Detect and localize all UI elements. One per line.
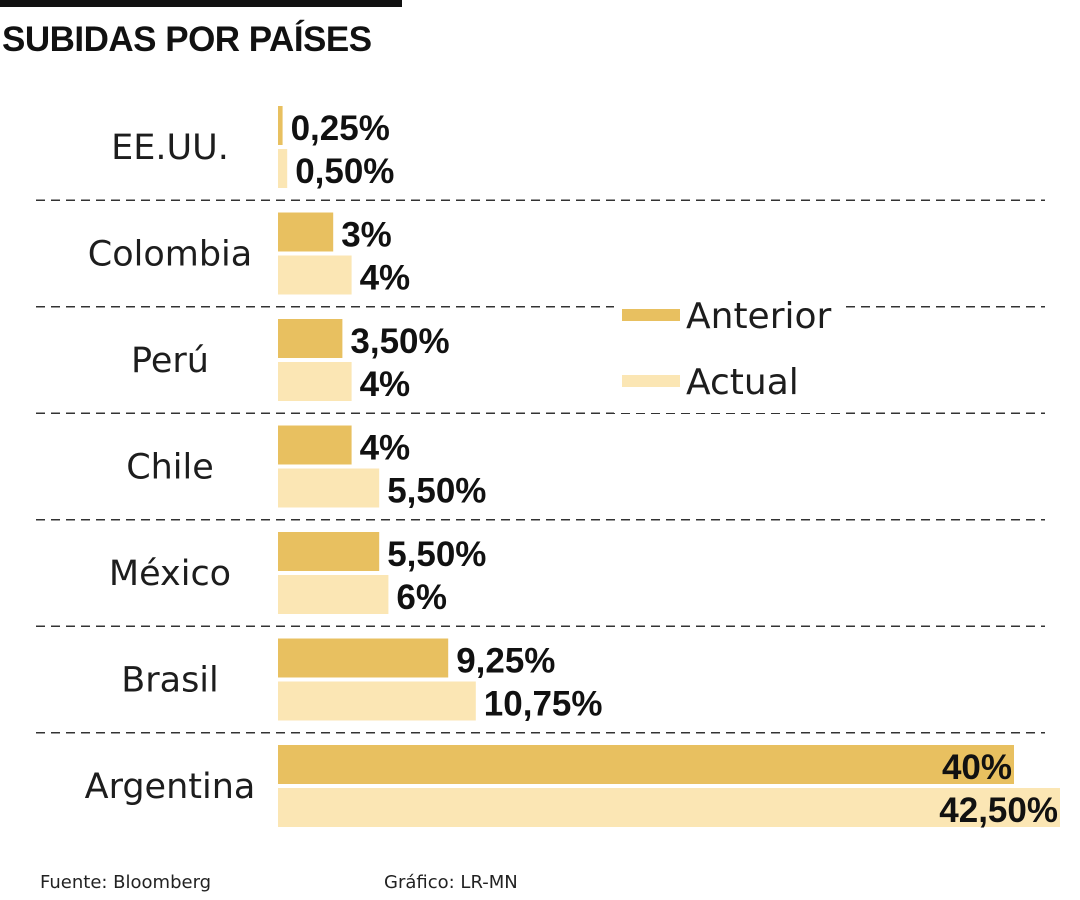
value-label-actual-colombia: 4%	[360, 259, 411, 298]
value-label-anterior-colombia: 3%	[341, 216, 392, 255]
value-label-actual-peru: 4%	[360, 365, 411, 404]
bar-anterior-chile	[278, 425, 352, 465]
value-label-actual-brasil: 10,75%	[484, 685, 603, 724]
legend-label-anterior: Anterior	[686, 296, 832, 337]
bar-actual-ee-uu	[278, 149, 288, 188]
bar-anterior-mexico	[278, 532, 380, 571]
bar-anterior-ee-uu	[278, 106, 283, 145]
value-label-anterior-brasil: 9,25%	[456, 642, 555, 681]
legend-swatch-anterior	[622, 309, 680, 321]
credit-note: Gráfico: LR-MN	[384, 872, 518, 893]
value-label-actual-ee-uu: 0,50%	[295, 152, 394, 191]
category-label-peru: Perú	[131, 341, 209, 381]
value-label-actual-chile: 5,50%	[387, 472, 486, 511]
category-label-ee-uu: EE.UU.	[111, 128, 229, 168]
bar-actual-brasil	[278, 681, 476, 721]
legend-label-actual: Actual	[686, 362, 799, 403]
value-label-anterior-chile: 4%	[360, 429, 411, 468]
bar-chart: EE.UU. 0,25% 0,50% Colombia 3% 4% Perú 3,50% 4% C…	[36, 106, 1060, 830]
bar-actual-peru	[278, 362, 352, 401]
category-label-mexico: México	[109, 554, 231, 594]
bar-actual-argentina	[278, 788, 1060, 827]
category-label-argentina: Argentina	[85, 767, 256, 807]
bar-actual-mexico	[278, 575, 389, 614]
source-note: Fuente: Bloomberg	[40, 872, 212, 893]
value-label-actual-mexico: 6%	[396, 578, 447, 617]
value-label-anterior-ee-uu: 0,25%	[291, 109, 390, 148]
value-label-anterior-peru: 3,50%	[350, 322, 449, 361]
title-top-rule	[0, 0, 402, 7]
category-label-chile: Chile	[126, 448, 214, 488]
chart-title: SUBIDAS POR PAÍSES	[2, 20, 372, 59]
bar-anterior-peru	[278, 319, 343, 358]
value-label-actual-argentina: 42,50%	[939, 791, 1058, 830]
category-label-colombia: Colombia	[88, 235, 252, 275]
legend-swatch-actual	[622, 375, 680, 387]
category-label-brasil: Brasil	[121, 661, 219, 701]
bar-anterior-colombia	[278, 212, 334, 252]
bar-actual-colombia	[278, 255, 352, 295]
bar-actual-chile	[278, 468, 380, 508]
bar-anterior-brasil	[278, 638, 449, 678]
value-label-anterior-argentina: 40%	[942, 748, 1012, 787]
value-label-anterior-mexico: 5,50%	[387, 535, 486, 574]
bar-anterior-argentina	[278, 745, 1014, 784]
